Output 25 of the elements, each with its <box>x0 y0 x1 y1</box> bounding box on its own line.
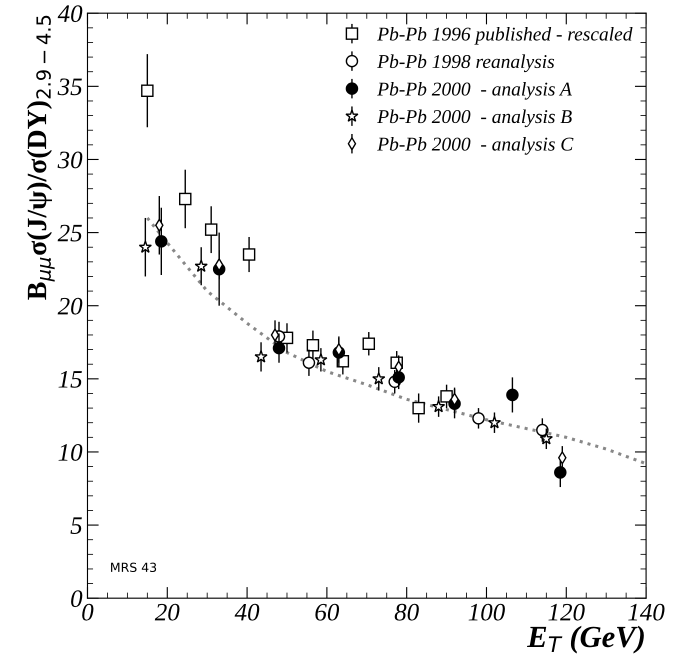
x-tick-label: 0 <box>82 604 94 621</box>
x-tick-label: 20 <box>154 604 180 621</box>
y-tick-label: 5 <box>70 517 82 534</box>
x-tick-label: 80 <box>394 604 419 621</box>
y-tick-label: 40 <box>58 5 82 22</box>
legend-label: Pb-Pb 1998 reanalysis <box>377 54 554 72</box>
x-tick-label: 100 <box>468 604 505 621</box>
y-axis-title: B$_{μμ}$σ(J/ψ)/σ(DY)$_{2.9−4.5}$ <box>26 16 55 300</box>
legend-label: Pb-Pb 1996 published - rescaled <box>377 26 633 45</box>
y-tick-label: 35 <box>58 78 82 96</box>
y-tick-label: 30 <box>58 152 82 168</box>
y-tick-label: 10 <box>58 444 82 461</box>
legend-label: Pb-Pb 2000 - analysis B <box>377 109 572 128</box>
y-tick-label: 15 <box>58 371 82 388</box>
x-tick-label: 120 <box>548 604 585 621</box>
x-tick-label: 60 <box>315 604 340 621</box>
y-tick-label: 25 <box>58 224 82 242</box>
legend-label: Pb-Pb 2000 - analysis A <box>377 82 572 100</box>
y-tick-label: 0 <box>71 590 82 608</box>
annotation: MRS 43 <box>111 562 156 572</box>
x-tick-label: 140 <box>628 604 665 621</box>
y-tick-label: 20 <box>58 298 82 315</box>
x-axis-title: E$_{T}$ (GeV) <box>526 626 644 654</box>
x-tick-label: 40 <box>234 604 260 621</box>
legend-label: Pb-Pb 2000 - analysis C <box>377 137 574 155</box>
